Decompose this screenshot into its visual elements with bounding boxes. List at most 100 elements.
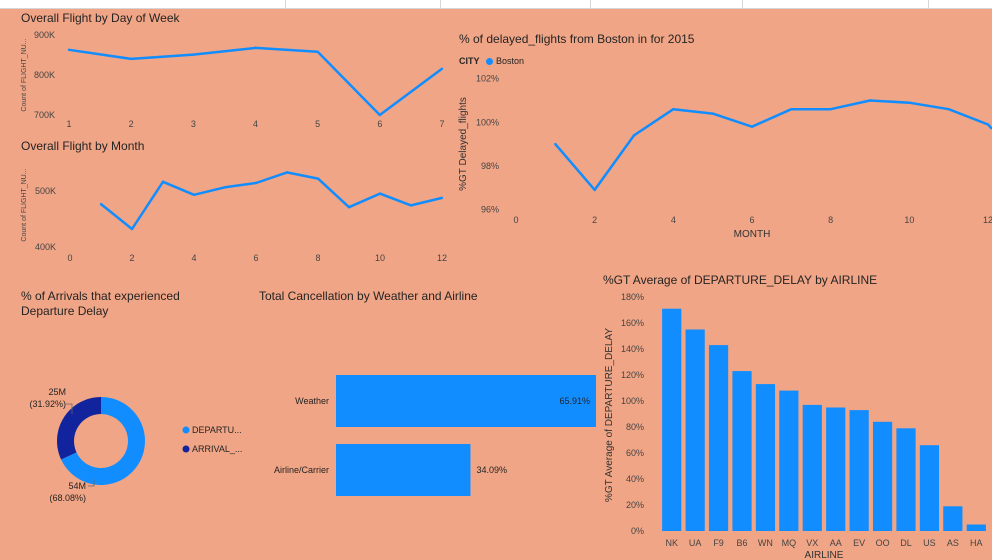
x-tick-label: 4 xyxy=(671,215,676,225)
legend-entry-boston[interactable]: Boston xyxy=(496,56,525,66)
x-tick-label: HA xyxy=(970,538,983,548)
x-tick-label: F9 xyxy=(713,538,724,548)
y-tick-label: 400K xyxy=(35,242,56,252)
toolbar-divider xyxy=(928,0,929,8)
x-tick-label: 0 xyxy=(513,215,518,225)
y-tick-label: 0% xyxy=(631,526,644,536)
data-point xyxy=(554,142,557,146)
data-point xyxy=(192,193,196,196)
y-tick-label: 900K xyxy=(34,30,55,40)
x-tick-label: NK xyxy=(665,538,678,548)
y-tick-label: 102% xyxy=(476,74,499,84)
y-tick-label: 140% xyxy=(621,344,644,354)
x-tick-label: 2 xyxy=(592,215,597,225)
arrivals-chart-title: % of Arrivals that experienced Departure… xyxy=(21,289,180,318)
x-tick-label: 12 xyxy=(983,215,992,225)
y-tick-label: 20% xyxy=(626,500,644,510)
data-point xyxy=(829,108,832,111)
legend-title: CITY xyxy=(459,56,480,66)
dow-chart-title: Overall Flight by Day of Week xyxy=(21,11,180,25)
x-tick-label: OO xyxy=(876,538,890,548)
slice-value-label: 25M xyxy=(48,387,66,397)
x-axis-title: AIRLINE xyxy=(805,550,844,560)
y-tick-label: 800K xyxy=(34,70,55,80)
x-tick-label: 6 xyxy=(377,119,382,129)
data-point xyxy=(254,181,258,185)
airline-chart-title: %GT Average of DEPARTURE_DELAY by AIRLIN… xyxy=(603,273,878,287)
bar-weather xyxy=(336,375,596,427)
data-point xyxy=(986,123,990,126)
data-point xyxy=(129,57,133,61)
x-tick-label: UA xyxy=(689,538,702,548)
toolbar-divider xyxy=(742,0,743,8)
x-tick-label: 12 xyxy=(437,253,447,263)
bar-nk xyxy=(662,308,682,531)
toolbar-divider xyxy=(285,0,286,8)
x-tick-label: 6 xyxy=(253,253,258,263)
y-axis-title: %GT Average of DEPARTURE_DELAY xyxy=(604,328,615,502)
slice-percent-label: (68.08%) xyxy=(49,493,86,503)
x-tick-label: B6 xyxy=(736,538,747,548)
y-tick-label: 160% xyxy=(621,318,644,328)
data-point xyxy=(750,125,754,128)
slice-value-label: 54M xyxy=(68,481,86,491)
x-tick-label: 3 xyxy=(191,119,196,129)
x-tick-label: AS xyxy=(947,538,959,548)
category-label: Weather xyxy=(295,396,329,406)
x-tick-label: AA xyxy=(830,538,842,548)
boston-legend[interactable]: CITY Boston xyxy=(459,56,524,66)
cancel-chart-title: Total Cancellation by Weather and Airlin… xyxy=(259,289,478,303)
bar-us xyxy=(919,445,940,531)
x-tick-label: DL xyxy=(900,538,912,548)
bar-ua xyxy=(685,329,705,531)
bar-oo xyxy=(872,421,893,531)
y-tick-label: 120% xyxy=(621,370,644,380)
y-tick-label: 40% xyxy=(626,474,644,484)
x-tick-label: 1 xyxy=(66,119,71,129)
data-point xyxy=(632,134,636,137)
x-tick-label: VX xyxy=(806,538,818,548)
y-tick-label: 60% xyxy=(626,448,644,458)
bar-as xyxy=(943,506,963,531)
y-axis-title: %GT Delayed_flights xyxy=(458,97,469,191)
data-point xyxy=(67,48,71,52)
data-point xyxy=(192,53,195,56)
data-point xyxy=(161,180,165,183)
x-tick-label: 5 xyxy=(315,119,320,129)
data-point xyxy=(711,112,714,115)
y-tick-label: 100% xyxy=(621,396,644,406)
data-point xyxy=(378,113,382,117)
legend-entry-arrival: ARRIVAL_... xyxy=(192,444,242,454)
donut-slice-departure xyxy=(61,397,145,486)
x-tick-label: 4 xyxy=(191,253,196,263)
data-point xyxy=(947,108,950,111)
top-toolbar-strip xyxy=(0,0,992,9)
x-tick-label: 8 xyxy=(315,253,320,263)
toolbar-divider xyxy=(590,0,591,8)
data-point xyxy=(790,108,793,111)
bar-mq xyxy=(779,390,799,531)
legend-marker xyxy=(182,426,190,434)
toolbar-divider xyxy=(440,0,441,8)
y-tick-label: 98% xyxy=(481,161,499,171)
boston-chart-title: % of delayed_flights from Boston in for … xyxy=(459,32,695,46)
legend-marker xyxy=(182,445,190,453)
x-tick-label: 6 xyxy=(749,215,754,225)
data-point xyxy=(223,186,227,189)
data-point xyxy=(347,206,351,209)
y-axis-title: Count of FLIGHT_NU... xyxy=(21,38,28,111)
legend-entry-departure: DEPARTU... xyxy=(192,425,242,435)
data-point xyxy=(378,192,382,195)
series-line xyxy=(100,171,443,231)
leader-line xyxy=(66,403,73,414)
data-point xyxy=(672,108,675,111)
x-tick-label: 2 xyxy=(129,253,134,263)
x-tick-label: 10 xyxy=(375,253,385,263)
bar-aa xyxy=(826,407,846,531)
